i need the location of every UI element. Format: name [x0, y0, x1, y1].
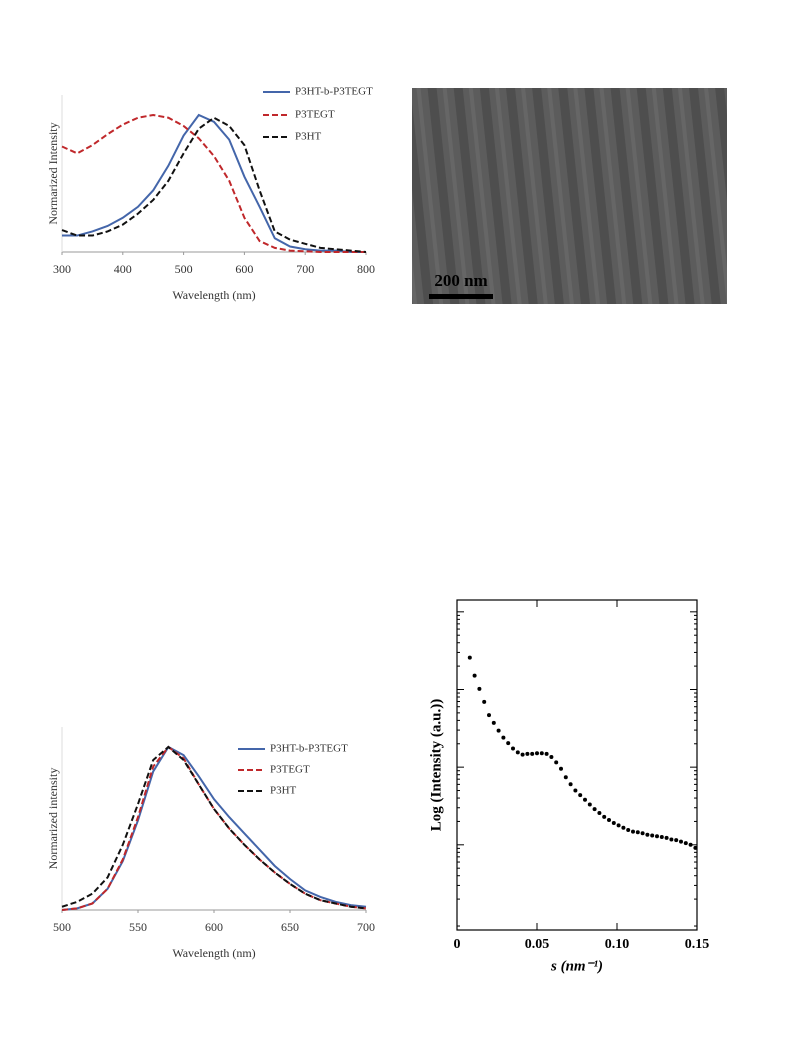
series-line: [62, 113, 366, 253]
data-point: [573, 788, 578, 793]
series-line: [61, 113, 366, 253]
data-point: [616, 823, 621, 828]
x-axis-label: Wavelength (nm): [172, 288, 255, 302]
y-axis-label: Normarized intensity: [46, 768, 60, 870]
data-point: [683, 841, 688, 846]
data-point: [568, 782, 573, 787]
data-point: [578, 793, 583, 798]
data-point: [650, 833, 655, 838]
x-tick-label: 0.15: [685, 937, 710, 952]
series-line: [61, 745, 367, 910]
series-line: [61, 745, 367, 911]
y-axis-label: Log (Intensity (a.u.)): [428, 699, 444, 832]
data-point: [563, 775, 568, 780]
data-point: [640, 831, 645, 836]
data-point: [602, 814, 607, 819]
x-axis-label: s (nm⁻¹): [550, 958, 603, 974]
data-point: [472, 673, 477, 678]
x-tick-label: 600: [205, 920, 223, 934]
data-point: [631, 829, 635, 834]
x-tick-label: 500: [53, 920, 71, 934]
legend-label: P3HT-b-P3TEGT: [270, 743, 348, 755]
scale-bar: [429, 294, 493, 299]
data-point: [559, 766, 563, 771]
data-point: [544, 751, 549, 756]
x-tick-label: 700: [296, 262, 314, 276]
data-point: [688, 842, 693, 847]
series-line: [61, 116, 367, 253]
plot-frame: [456, 599, 698, 931]
data-point: [597, 810, 602, 815]
data-point: [607, 817, 611, 822]
x-tick-label: 300: [53, 262, 71, 276]
legend-label: P3TEGT: [270, 764, 310, 776]
y-axis-label: Normarized Intensity: [46, 122, 60, 224]
x-tick-label: 550: [129, 920, 147, 934]
series-line: [61, 745, 367, 911]
x-tick-label: 0.05: [525, 937, 550, 952]
data-point: [626, 828, 631, 833]
x-tick-label: 600: [235, 262, 253, 276]
data-point: [539, 751, 544, 756]
data-point: [520, 752, 525, 757]
data-point: [664, 835, 669, 840]
tem-image: 200 nm: [412, 88, 727, 304]
data-point: [659, 835, 664, 840]
x-tick-label: 0.10: [605, 937, 630, 952]
data-point: [587, 802, 592, 807]
x-tick-label: 0: [454, 937, 461, 952]
data-point: [655, 834, 659, 839]
legend-label: P3HT: [295, 131, 322, 143]
legend-label: P3TEGT: [295, 109, 335, 121]
data-point: [554, 760, 559, 765]
data-point: [535, 751, 539, 756]
data-point: [611, 820, 616, 825]
micrograph: [412, 88, 727, 304]
data-point: [669, 837, 674, 842]
data-point: [549, 755, 554, 760]
legend-label: P3HT: [270, 785, 297, 797]
x-tick-label: 650: [281, 920, 299, 934]
data-point: [635, 830, 640, 835]
data-point: [496, 728, 501, 733]
data-point: [515, 750, 520, 755]
data-point: [583, 797, 587, 802]
scale-bar-label: 200 nm: [434, 271, 487, 290]
data-point: [530, 751, 535, 756]
data-point: [501, 735, 506, 740]
data-point: [482, 699, 487, 704]
legend-label: P3HT-b-P3TEGT: [295, 86, 373, 98]
data-point: [621, 825, 626, 830]
x-tick-label: 500: [175, 262, 193, 276]
data-point: [592, 807, 597, 812]
x-tick-label: 800: [357, 262, 375, 276]
data-point: [679, 839, 683, 844]
data-point: [467, 655, 472, 660]
x-axis-label: Wavelength (nm): [172, 946, 255, 960]
data-point: [477, 686, 482, 691]
data-point: [506, 741, 511, 746]
data-point: [487, 713, 491, 718]
x-tick-label: 400: [114, 262, 132, 276]
data-point: [645, 832, 650, 837]
x-tick-label: 700: [357, 920, 375, 934]
data-point: [511, 746, 515, 751]
data-point: [693, 845, 698, 850]
data-point: [491, 720, 496, 725]
data-point: [674, 838, 679, 843]
data-point: [525, 751, 530, 756]
